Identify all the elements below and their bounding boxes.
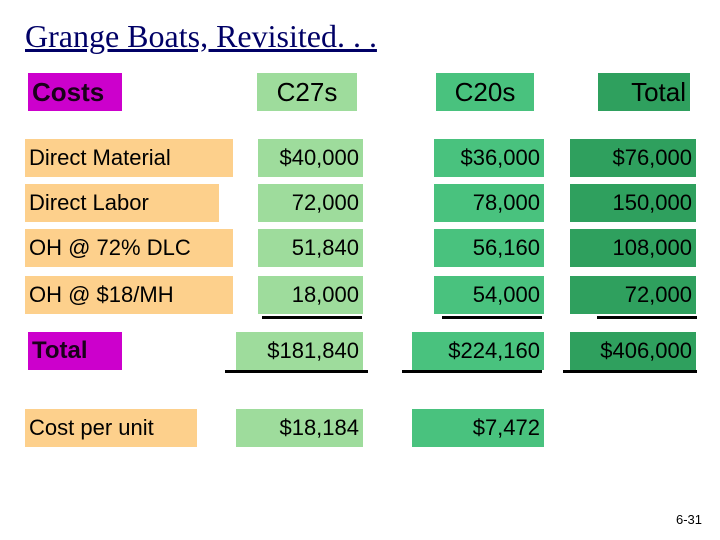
cell-c27s-direct-labor: 72,000 [258,184,363,222]
cell-c20s-direct-material: $36,000 [434,139,544,177]
row-label-oh-mh: OH @ $18/MH [25,276,233,314]
total-underline-total [563,370,697,373]
total-underline-c27s [225,370,368,373]
cell-c20s-oh-dlc: 56,160 [434,229,544,267]
cell-c20s-oh-mh: 54,000 [434,276,544,314]
c20s-header: C20s [436,73,534,111]
total-underline-c20s [402,370,542,373]
subtotal-underline-total [597,316,697,319]
cell-c27s-total: $181,840 [236,332,363,370]
row-label-direct-labor: Direct Labor [25,184,219,222]
cell-c20s-cost-per-unit: $7,472 [412,409,544,447]
cell-c27s-oh-mh: 18,000 [258,276,363,314]
cell-c27s-oh-dlc: 51,840 [258,229,363,267]
cell-total-direct-labor: 150,000 [570,184,696,222]
total-header: Total [598,73,690,111]
cell-c20s-direct-labor: 78,000 [434,184,544,222]
subtotal-underline-c27s [262,316,362,319]
row-label-direct-material: Direct Material [25,139,233,177]
page-number: 6-31 [675,512,702,527]
cell-c27s-cost-per-unit: $18,184 [236,409,363,447]
row-label-cost-per-unit: Cost per unit [25,409,197,447]
subtotal-underline-c20s [442,316,542,319]
row-label-oh-dlc: OH @ 72% DLC [25,229,233,267]
costs-header: Costs [28,73,122,111]
c27s-header: C27s [257,73,357,111]
cell-total-oh-dlc: 108,000 [570,229,696,267]
cell-c27s-direct-material: $40,000 [258,139,363,177]
total-row-label: Total [28,332,122,370]
slide-title: Grange Boats, Revisited. . . [25,18,377,54]
cell-c20s-total: $224,160 [412,332,544,370]
cell-total-total: $406,000 [570,332,696,370]
cell-total-direct-material: $76,000 [570,139,696,177]
cell-total-oh-mh: 72,000 [570,276,696,314]
